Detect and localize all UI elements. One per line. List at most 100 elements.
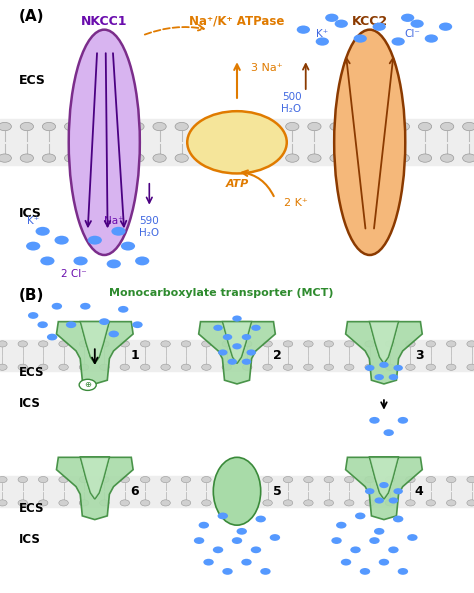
- Text: 2 Cl⁻: 2 Cl⁻: [61, 269, 86, 279]
- Circle shape: [398, 568, 408, 575]
- Circle shape: [463, 154, 474, 162]
- Circle shape: [345, 500, 354, 506]
- Circle shape: [365, 500, 374, 506]
- Text: 3 Na⁺: 3 Na⁺: [251, 63, 283, 73]
- Text: ICS: ICS: [19, 397, 41, 410]
- Text: KCC2: KCC2: [352, 15, 388, 28]
- Circle shape: [392, 37, 405, 46]
- Circle shape: [28, 312, 38, 319]
- Circle shape: [181, 500, 191, 506]
- Circle shape: [365, 488, 374, 495]
- Text: 1: 1: [130, 349, 139, 362]
- Circle shape: [140, 500, 150, 506]
- Circle shape: [59, 500, 68, 506]
- Circle shape: [241, 122, 255, 130]
- Circle shape: [161, 364, 170, 370]
- Circle shape: [324, 477, 334, 483]
- Circle shape: [87, 122, 100, 130]
- Circle shape: [131, 154, 144, 162]
- Circle shape: [0, 364, 7, 370]
- Circle shape: [345, 364, 354, 370]
- Circle shape: [213, 546, 223, 553]
- Text: (A): (A): [19, 9, 45, 24]
- Circle shape: [140, 364, 150, 370]
- Circle shape: [360, 568, 370, 575]
- Circle shape: [100, 477, 109, 483]
- Circle shape: [18, 364, 27, 370]
- Circle shape: [161, 500, 170, 506]
- Text: 6: 6: [130, 484, 139, 498]
- Circle shape: [426, 341, 436, 347]
- Circle shape: [140, 477, 150, 483]
- Circle shape: [109, 330, 119, 337]
- Circle shape: [20, 122, 34, 130]
- Text: ECS: ECS: [19, 366, 45, 379]
- Circle shape: [18, 341, 27, 347]
- Circle shape: [242, 334, 251, 340]
- Circle shape: [153, 154, 166, 162]
- Circle shape: [263, 364, 273, 370]
- Circle shape: [330, 122, 343, 130]
- Circle shape: [222, 500, 231, 506]
- Circle shape: [18, 477, 27, 483]
- Circle shape: [345, 341, 354, 347]
- Circle shape: [175, 154, 188, 162]
- Circle shape: [308, 154, 321, 162]
- Circle shape: [373, 23, 386, 31]
- Circle shape: [447, 500, 456, 506]
- Circle shape: [283, 364, 293, 370]
- Circle shape: [111, 227, 126, 235]
- Circle shape: [73, 257, 88, 266]
- Circle shape: [42, 154, 55, 162]
- Circle shape: [304, 341, 313, 347]
- Text: 590
H₂O: 590 H₂O: [139, 216, 159, 238]
- Circle shape: [263, 500, 273, 506]
- Circle shape: [59, 341, 68, 347]
- Circle shape: [79, 500, 89, 506]
- Circle shape: [447, 477, 456, 483]
- Circle shape: [187, 111, 287, 173]
- Circle shape: [365, 341, 374, 347]
- Polygon shape: [346, 457, 422, 519]
- Polygon shape: [81, 321, 109, 364]
- Text: K⁺: K⁺: [316, 29, 328, 39]
- Circle shape: [406, 341, 415, 347]
- Circle shape: [439, 23, 452, 31]
- Circle shape: [324, 341, 334, 347]
- Circle shape: [385, 477, 395, 483]
- Circle shape: [374, 122, 387, 130]
- Circle shape: [135, 257, 149, 266]
- Circle shape: [232, 537, 242, 544]
- Circle shape: [379, 482, 389, 488]
- Circle shape: [283, 500, 293, 506]
- Circle shape: [379, 559, 389, 566]
- Circle shape: [38, 500, 48, 506]
- Circle shape: [55, 236, 69, 245]
- Circle shape: [121, 242, 135, 251]
- Circle shape: [120, 341, 129, 347]
- Circle shape: [264, 122, 277, 130]
- Circle shape: [131, 122, 144, 130]
- Circle shape: [426, 477, 436, 483]
- Circle shape: [389, 498, 398, 503]
- Circle shape: [241, 559, 252, 566]
- Circle shape: [26, 242, 40, 251]
- Circle shape: [153, 122, 166, 130]
- Circle shape: [393, 488, 403, 495]
- Circle shape: [385, 364, 395, 370]
- Circle shape: [354, 34, 367, 43]
- Text: ICS: ICS: [19, 533, 41, 546]
- Circle shape: [99, 318, 109, 325]
- Circle shape: [47, 334, 57, 340]
- Circle shape: [308, 122, 321, 130]
- Text: 3: 3: [415, 349, 423, 362]
- Circle shape: [374, 498, 384, 503]
- Circle shape: [118, 306, 128, 313]
- Circle shape: [246, 349, 256, 356]
- Circle shape: [107, 260, 121, 268]
- Circle shape: [467, 500, 474, 506]
- Circle shape: [64, 154, 78, 162]
- Circle shape: [297, 25, 310, 34]
- Circle shape: [406, 364, 415, 370]
- Circle shape: [38, 341, 48, 347]
